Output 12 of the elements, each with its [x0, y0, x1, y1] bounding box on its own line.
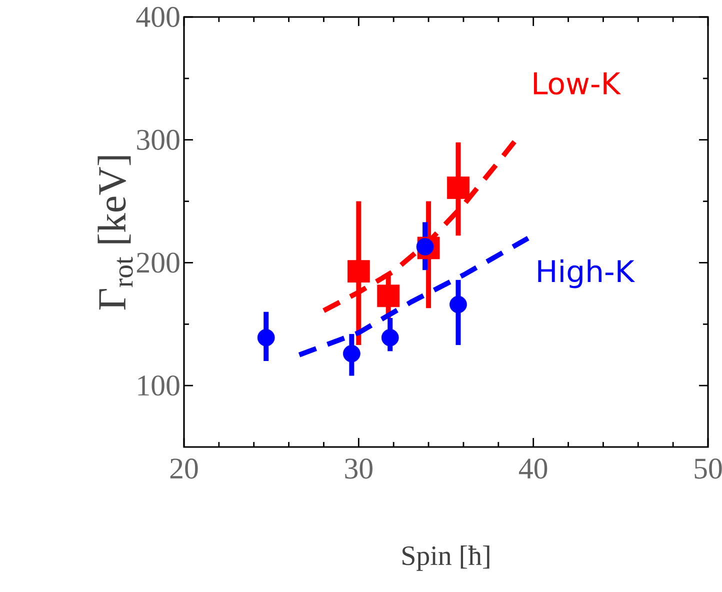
x-tick-label: 50 [694, 458, 722, 479]
x-tick-label: 40 [518, 458, 548, 479]
x-axis-title: Spin [ħ] [402, 546, 490, 571]
x-tick-label: 20 [170, 458, 198, 479]
y-axis-title: Γ$_{rot}$ [keV] [98, 156, 133, 310]
y-tick-label: 100 [138, 375, 180, 396]
series-label: High-K [538, 259, 636, 288]
y-tick-label: 200 [136, 252, 180, 273]
y-tick-label: 300 [137, 130, 180, 150]
series-label: Low-K [534, 72, 621, 95]
y-tick-label: 400 [136, 6, 180, 28]
x-tick-label: 30 [345, 458, 372, 479]
